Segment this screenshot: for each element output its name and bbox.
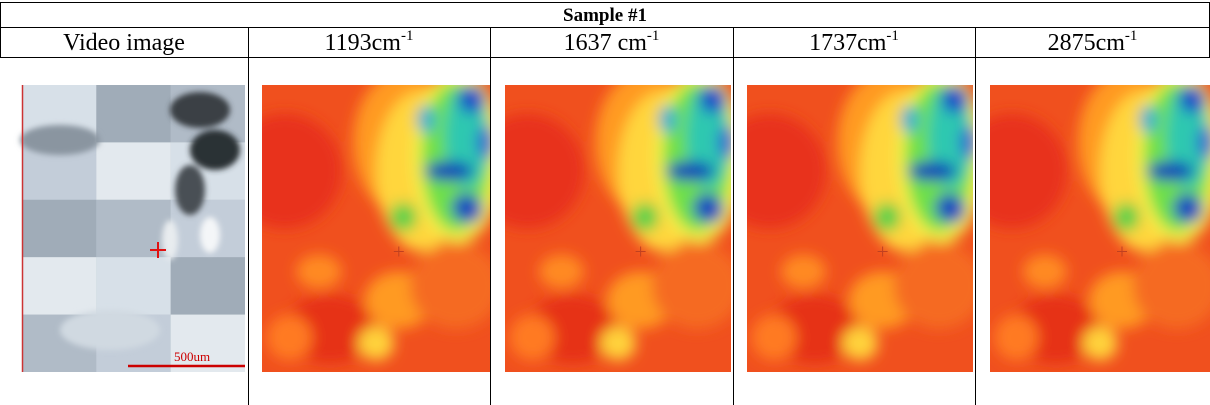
- image-blob: [170, 92, 230, 128]
- image-blob: [175, 165, 205, 215]
- header-text: 1193cm: [325, 30, 402, 56]
- heatmap-blob: [417, 105, 436, 134]
- heatmap-blob: [841, 326, 879, 361]
- image-tile: [22, 257, 97, 315]
- heatmap-blob: [692, 193, 724, 224]
- image-tile: [22, 199, 97, 258]
- column-header: 1637 cm-1: [564, 28, 660, 56]
- image-blob: [162, 220, 178, 260]
- heatmap-blob: [900, 105, 919, 134]
- heatmap-blob: [1139, 105, 1158, 134]
- heatmap-blob: [599, 326, 637, 361]
- heatmap-blob: [1023, 254, 1067, 289]
- cross-marker: [1117, 246, 1127, 257]
- header-text: 1737cm: [809, 30, 887, 56]
- heatmap-field: [747, 85, 973, 364]
- heatmap-blob: [451, 193, 483, 224]
- image-tile: [96, 199, 171, 258]
- heatmap-blob: [262, 113, 342, 229]
- column-header: 2875cm-1: [1048, 28, 1138, 56]
- image-tile: [96, 257, 171, 315]
- heatmap-blob: [990, 113, 1067, 229]
- heatmap-blob: [751, 314, 797, 361]
- heatmap-blob: [941, 85, 969, 114]
- image-blob: [60, 310, 160, 350]
- heatmap-blob: [509, 314, 555, 361]
- heatmap-field: [262, 85, 490, 364]
- heatmap-blob: [658, 105, 677, 134]
- scale-label: 500um: [174, 349, 210, 364]
- heatmap-blob: [538, 254, 585, 289]
- cross-marker: [877, 246, 888, 257]
- heatmap-blob: [780, 254, 827, 289]
- cross-marker: [393, 246, 404, 257]
- heatmap-blob: [651, 242, 731, 329]
- heatmap-blob: [893, 242, 973, 329]
- image-tile: [170, 314, 245, 372]
- table-title: Sample #1: [563, 5, 647, 26]
- heatmap-blob: [410, 242, 490, 329]
- heatmap-blob: [457, 85, 486, 114]
- image-blob: [20, 125, 100, 155]
- image-tile: [96, 142, 171, 200]
- image-blob: [200, 217, 220, 253]
- header-text: 2875cm: [1048, 30, 1126, 56]
- heatmap-blob: [699, 85, 727, 114]
- header-superscript: -1: [1125, 28, 1138, 44]
- heatmap-image: [262, 85, 490, 372]
- heatmap-blob: [1133, 242, 1210, 329]
- header-text: 1637 cm: [564, 30, 648, 56]
- heatmap-blob: [907, 161, 958, 182]
- header-superscript: -1: [647, 28, 660, 44]
- heatmap-blob: [1172, 193, 1204, 224]
- heatmap-field: [505, 85, 731, 364]
- video-image: 500um: [20, 85, 245, 372]
- heatmap-blob: [1196, 125, 1210, 160]
- image-texture: [20, 92, 240, 350]
- heatmap-blob: [665, 161, 716, 182]
- heatmap-blob: [266, 314, 313, 361]
- heatmap-blob: [959, 125, 973, 160]
- heatmap-blob: [717, 125, 731, 160]
- heatmap-blob: [631, 202, 659, 232]
- heatmap-blob: [1113, 202, 1140, 232]
- heatmap-blob: [423, 161, 475, 182]
- heatmap-blob: [505, 113, 585, 229]
- cross-marker: [635, 246, 646, 257]
- image-tile: [96, 85, 171, 143]
- cross-marker: [150, 242, 166, 258]
- column-header: 1193cm-1: [325, 28, 414, 56]
- header-superscript: -1: [401, 28, 414, 44]
- heatmap-blob: [1082, 326, 1118, 361]
- heatmap-blob: [357, 326, 395, 361]
- heatmap-image: [505, 85, 731, 372]
- heatmap-image: [990, 85, 1210, 372]
- heatmap-field: [990, 85, 1210, 364]
- heatmap-blob: [994, 314, 1039, 361]
- image-tile: [170, 257, 245, 315]
- heatmap-blob: [1178, 85, 1206, 114]
- heatmap-blob: [389, 202, 418, 232]
- heatmap-blob: [747, 113, 827, 229]
- column-header: Video image: [63, 30, 185, 56]
- image-blob: [190, 130, 240, 170]
- heatmap-blob: [476, 125, 490, 160]
- heatmap-blob: [873, 202, 901, 232]
- heatmap-blob: [1146, 161, 1195, 182]
- column-header: 1737cm-1: [809, 28, 899, 56]
- heatmap-blob: [934, 193, 966, 224]
- header-superscript: -1: [886, 28, 899, 44]
- heatmap-image: [747, 85, 973, 372]
- heatmap-blob: [296, 254, 342, 289]
